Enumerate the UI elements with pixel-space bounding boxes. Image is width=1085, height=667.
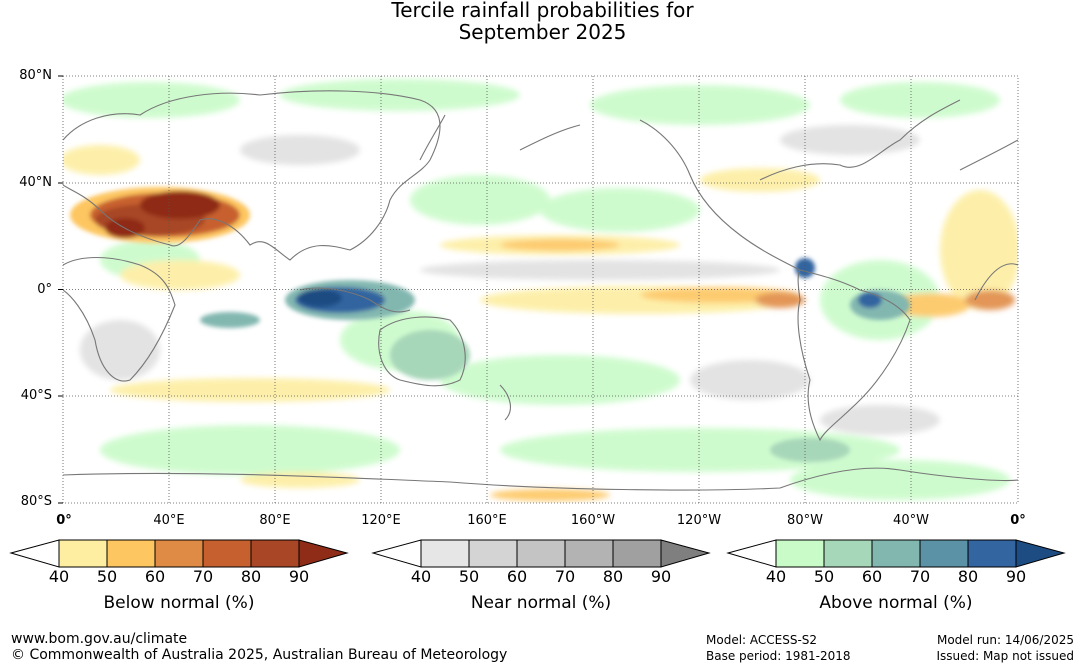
lon-label-80w: 80°W <box>787 513 823 528</box>
colorbar-near-normal <box>371 539 711 568</box>
near-tick-60: 60 <box>506 567 528 586</box>
footer-model-run: Model run: 14/06/2025 <box>936 633 1074 647</box>
lat-label-40s: 40°S <box>20 388 52 403</box>
below-tick-40: 40 <box>48 567 70 586</box>
lon-label-160e: 160°E <box>467 513 507 528</box>
footer-base-period: Base period: 1981-2018 <box>706 649 851 663</box>
below-tick-90: 90 <box>288 567 310 586</box>
lon-label-0-left: 0° <box>56 513 72 528</box>
below-tick-80: 80 <box>240 567 262 586</box>
legend-title-above-normal: Above normal (%) <box>819 593 973 613</box>
legend-title-near-normal: Near normal (%) <box>470 593 612 613</box>
probability-field <box>63 79 1018 501</box>
footer-url: www.bom.gov.au/climate <box>11 631 188 647</box>
footer-copyright: © Commonwealth of Australia 2025, Austra… <box>11 647 508 663</box>
map-title-line1: Tercile rainfall probabilities for <box>391 0 694 22</box>
probability-map <box>58 75 1019 504</box>
lat-label-equator: 0° <box>37 282 52 297</box>
footer-model: Model: ACCESS-S2 <box>706 633 818 647</box>
lon-label-0-right: 0° <box>1010 513 1026 528</box>
near-tick-40: 40 <box>410 567 432 586</box>
near-tick-80: 80 <box>602 567 624 586</box>
lon-label-40w: 40°W <box>893 513 929 528</box>
lat-label-40n: 40°N <box>19 175 52 190</box>
lon-label-160w: 160°W <box>570 513 616 528</box>
footer-issued: Issued: Map not issued <box>936 649 1074 663</box>
above-tick-80: 80 <box>957 567 979 586</box>
near-tick-70: 70 <box>554 567 576 586</box>
below-tick-60: 60 <box>144 567 166 586</box>
above-tick-50: 50 <box>813 567 835 586</box>
below-tick-70: 70 <box>192 567 214 586</box>
lon-label-120w: 120°W <box>676 513 722 528</box>
graticule <box>63 76 1018 503</box>
lon-label-80e: 80°E <box>259 513 291 528</box>
coastlines <box>63 90 1018 491</box>
above-tick-60: 60 <box>861 567 883 586</box>
above-tick-40: 40 <box>765 567 787 586</box>
lon-label-40e: 40°E <box>153 513 185 528</box>
near-tick-50: 50 <box>458 567 480 586</box>
colorbar-legends <box>9 539 1066 568</box>
lon-label-120e: 120°E <box>361 513 401 528</box>
below-tick-50: 50 <box>96 567 118 586</box>
lat-label-80n: 80°N <box>19 68 52 83</box>
legend-title-below-normal: Below normal (%) <box>103 593 255 613</box>
above-tick-70: 70 <box>909 567 931 586</box>
map-title-line2: September 2025 <box>458 20 627 44</box>
above-tick-90: 90 <box>1005 567 1027 586</box>
lat-label-80s: 80°S <box>20 494 52 509</box>
colorbar-below-normal <box>9 539 349 568</box>
colorbar-above-normal <box>726 539 1066 568</box>
near-tick-90: 90 <box>650 567 672 586</box>
